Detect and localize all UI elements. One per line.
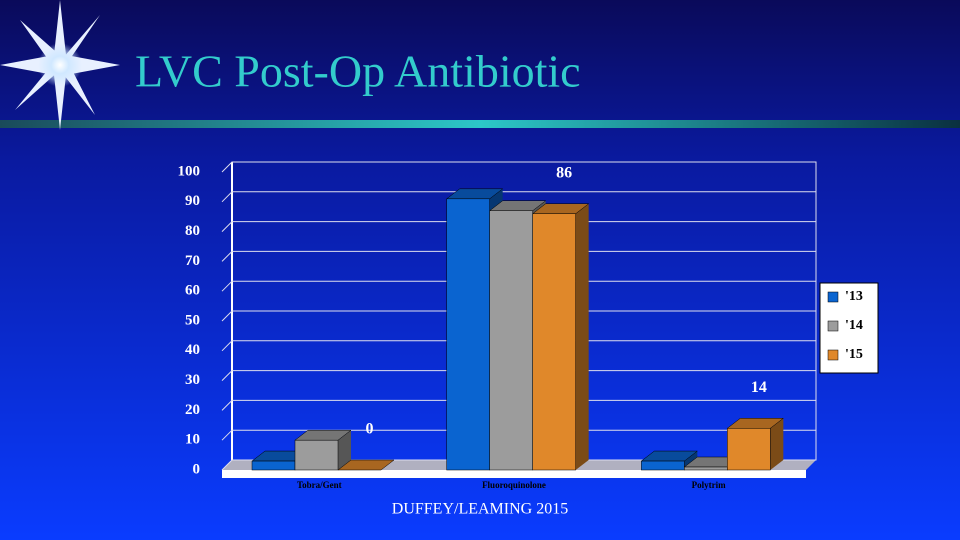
y-tick-label: 90 bbox=[185, 193, 200, 209]
chart: 0 10 20 30 40 50 60 70 80 90 100 Tobra/Gent Fluoroqu… bbox=[178, 161, 879, 490]
star-icon bbox=[0, 0, 120, 130]
grid-line bbox=[221, 459, 816, 471]
bar-side bbox=[575, 203, 589, 470]
y-tick-label: 80 bbox=[185, 223, 200, 239]
grid-line bbox=[221, 191, 816, 203]
y-tick-label: 70 bbox=[185, 253, 200, 269]
x-tick-label: Fluoroquinolone bbox=[482, 480, 546, 490]
grid-line bbox=[221, 370, 816, 381]
grid-line bbox=[221, 340, 816, 352]
bar bbox=[727, 428, 771, 471]
grid-line bbox=[221, 399, 816, 411]
data-label: 86 bbox=[556, 164, 572, 181]
slide-title: LVC Post-Op Antibiotic bbox=[135, 46, 581, 97]
bar-side bbox=[338, 430, 351, 470]
grid-line bbox=[221, 310, 816, 322]
grid-line bbox=[221, 250, 816, 262]
legend-label: '13 bbox=[845, 289, 863, 304]
y-tick-label: 50 bbox=[185, 312, 200, 328]
grid-line bbox=[221, 429, 816, 441]
bar bbox=[641, 460, 685, 471]
legend-label: '14 bbox=[845, 318, 863, 333]
title-rule bbox=[0, 120, 960, 128]
x-tick-label: Polytrim bbox=[692, 480, 726, 490]
bar bbox=[684, 466, 728, 471]
legend-swatch bbox=[827, 291, 839, 303]
x-tick-label: Tobra/Gent bbox=[297, 480, 342, 490]
bar bbox=[489, 210, 533, 471]
data-label: 14 bbox=[751, 379, 767, 396]
legend-label: '15 bbox=[845, 347, 863, 362]
y-tick-label: 10 bbox=[185, 432, 200, 448]
footer: DUFFEY/LEAMING 2015 bbox=[392, 501, 568, 518]
grid-line bbox=[221, 280, 816, 292]
grid-line bbox=[221, 161, 816, 173]
y-tick-label: 60 bbox=[185, 283, 200, 299]
grid-line bbox=[221, 221, 816, 232]
floor-edge bbox=[222, 470, 806, 478]
bar-side bbox=[770, 418, 784, 470]
y-tick-label: 40 bbox=[185, 342, 200, 358]
legend-swatch bbox=[827, 320, 839, 332]
bar-top bbox=[337, 459, 395, 471]
bar bbox=[532, 213, 576, 471]
y-tick-label: 30 bbox=[185, 372, 200, 388]
legend-swatch bbox=[827, 349, 839, 361]
y-tick-label: 0 bbox=[193, 461, 201, 477]
y-tick-label: 100 bbox=[178, 163, 201, 179]
bar bbox=[446, 198, 490, 471]
bar bbox=[294, 439, 339, 471]
bar bbox=[251, 460, 296, 471]
y-tick-label: 20 bbox=[185, 402, 200, 418]
data-label: 0 bbox=[366, 421, 374, 438]
